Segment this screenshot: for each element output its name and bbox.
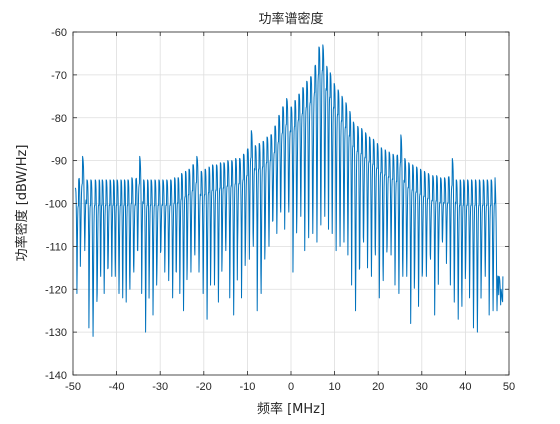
- x-tick-label: 30: [416, 381, 428, 393]
- y-tick-label: -100: [45, 199, 67, 211]
- x-tick-label: 20: [372, 381, 384, 393]
- y-tick-label: -130: [45, 327, 67, 339]
- x-tick-label: -20: [196, 381, 212, 393]
- x-tick-label: -10: [239, 381, 255, 393]
- y-tick-label: -60: [51, 27, 67, 39]
- x-tick-label: -30: [152, 381, 168, 393]
- y-axis-label: 功率密度 [dBW/Hz]: [14, 145, 30, 262]
- x-tick-label: -40: [109, 381, 125, 393]
- y-tick-label: -110: [46, 241, 67, 253]
- x-tick-label: 0: [288, 381, 294, 393]
- y-tick-label: -90: [51, 156, 67, 168]
- x-axis-label: 频率 [MHz]: [257, 401, 325, 417]
- y-tick-label: -80: [51, 113, 67, 125]
- y-tick-label: -70: [51, 70, 67, 82]
- y-tick-label: -120: [45, 284, 67, 296]
- x-tick-label: 10: [328, 381, 340, 393]
- chart-title: 功率谱密度: [258, 11, 323, 27]
- x-tick-label: 50: [503, 381, 515, 393]
- x-tick-label: -50: [65, 381, 81, 393]
- y-tick-label: -140: [45, 370, 67, 382]
- x-tick-label: 40: [459, 381, 471, 393]
